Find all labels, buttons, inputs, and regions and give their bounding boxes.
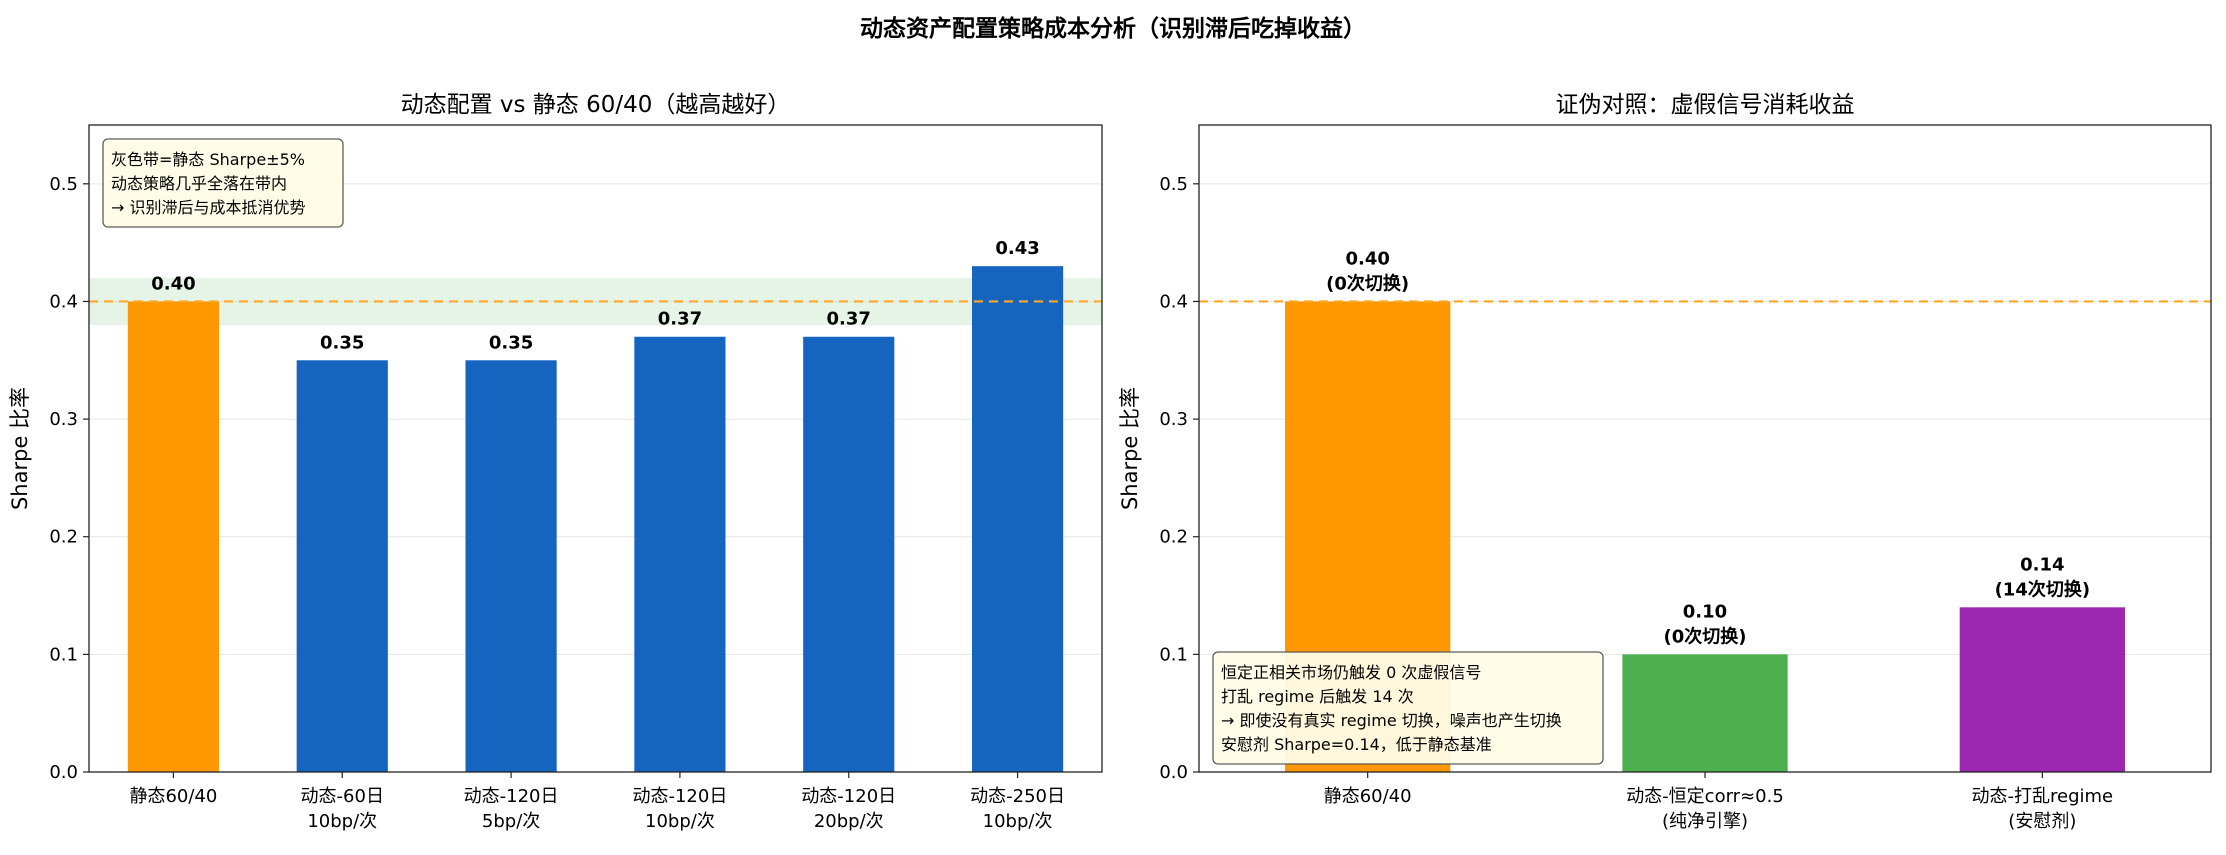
annotation-line: 打乱 regime 后触发 14 次 [1221, 687, 1414, 706]
plot-frame [1198, 124, 2212, 773]
x-tick-label: 10bp/次 [307, 811, 377, 832]
bar [127, 301, 220, 772]
data-label: 0.14 [2020, 554, 2064, 575]
data-label: (0次切换) [1326, 272, 1409, 294]
data-label: 0.40 [151, 273, 195, 294]
y-tick-label: 0.0 [49, 762, 78, 783]
right-chart-panel: 证伪对照：虚假信号消耗收益 0.0 0.1 0.2 0.3 0.4 0.5 Sharpe 比率… [1118, 92, 2212, 832]
bar [634, 336, 726, 772]
bar [803, 336, 895, 772]
y-axis-label: Sharpe 比率 [1118, 387, 1142, 510]
x-tick-label: 5bp/次 [482, 811, 540, 832]
annotation-line: 灰色带=静态 Sharpe±5% [111, 150, 305, 169]
annotation-box [102, 138, 344, 228]
y-tick-label: 0.2 [49, 527, 78, 548]
annotation-box [1212, 651, 1604, 765]
y-tick-label: 0.1 [49, 644, 78, 665]
x-tick-label: 20bp/次 [814, 811, 884, 832]
data-label: 0.10 [1683, 601, 1727, 622]
y-tick-label: 0.3 [1159, 409, 1188, 430]
y-tick-label: 0.5 [49, 174, 78, 195]
figure-title: 动态资产配置策略成本分析（识别滞后吃掉收益） [860, 15, 1366, 42]
x-tick-label: 10bp/次 [645, 811, 715, 832]
y-tick-label: 0.4 [1159, 291, 1188, 312]
y-tick-label: 0.2 [1159, 527, 1188, 548]
data-label: 0.40 [1345, 248, 1389, 269]
x-tick-label: 10bp/次 [983, 811, 1053, 832]
y-axis-label: Sharpe 比率 [8, 387, 32, 510]
x-tick-label: 动态-打乱regime [1972, 786, 2114, 807]
x-tick-label: (纯净引擎) [1662, 811, 1748, 832]
annotation-line: 安慰剂 Sharpe=0.14，低于静态基准 [1221, 735, 1492, 754]
x-tick-label: 动态-120日 [632, 786, 727, 807]
x-tick-label: 动态-120日 [801, 786, 896, 807]
plot-frame [88, 124, 1103, 773]
x-tick-label: (安慰剂) [2008, 811, 2076, 832]
y-tick-label: 0.4 [49, 291, 78, 312]
bar [1959, 607, 2125, 772]
bar [465, 360, 557, 772]
bar [971, 266, 1064, 772]
annotation-line: → 即使没有真实 regime 切换，噪声也产生切换 [1221, 711, 1562, 730]
annotation-line: → 识别滞后与成本抵消优势 [111, 198, 306, 217]
x-tick-label: 动态-60日 [301, 786, 384, 807]
data-label: 0.37 [827, 309, 871, 330]
chart-title: 动态配置 vs 静态 60/40（越高越好） [401, 92, 791, 118]
data-label: (14次切换) [1995, 578, 2091, 600]
x-tick-label: 动态-120日 [464, 786, 559, 807]
x-tick-label: 静态60/40 [129, 786, 217, 807]
y-tick-label: 0.5 [1159, 174, 1188, 195]
data-label: 0.35 [320, 332, 364, 353]
chart-title: 证伪对照：虚假信号消耗收益 [1556, 92, 1855, 118]
y-tick-label: 0.0 [1159, 762, 1188, 783]
left-chart-panel: 动态配置 vs 静态 60/40（越高越好） 0.0 0.1 0.2 0.3 0.4 0.5… [8, 92, 1103, 832]
y-tick-label: 0.3 [49, 409, 78, 430]
x-tick-label: 动态-250日 [970, 786, 1065, 807]
data-label: 0.43 [995, 238, 1039, 259]
x-tick-label: 动态-恒定corr≈0.5 [1626, 786, 1784, 807]
annotation-line: 恒定正相关市场仍触发 0 次虚假信号 [1221, 663, 1481, 682]
data-label: (0次切换) [1664, 625, 1747, 647]
data-label: 0.37 [658, 309, 702, 330]
bar [1622, 654, 1788, 772]
annotation-line: 动态策略几乎全落在带内 [111, 174, 287, 193]
x-tick-label: 静态60/40 [1324, 786, 1412, 807]
y-tick-label: 0.1 [1159, 644, 1188, 665]
bar [296, 360, 388, 772]
data-label: 0.35 [489, 332, 533, 353]
